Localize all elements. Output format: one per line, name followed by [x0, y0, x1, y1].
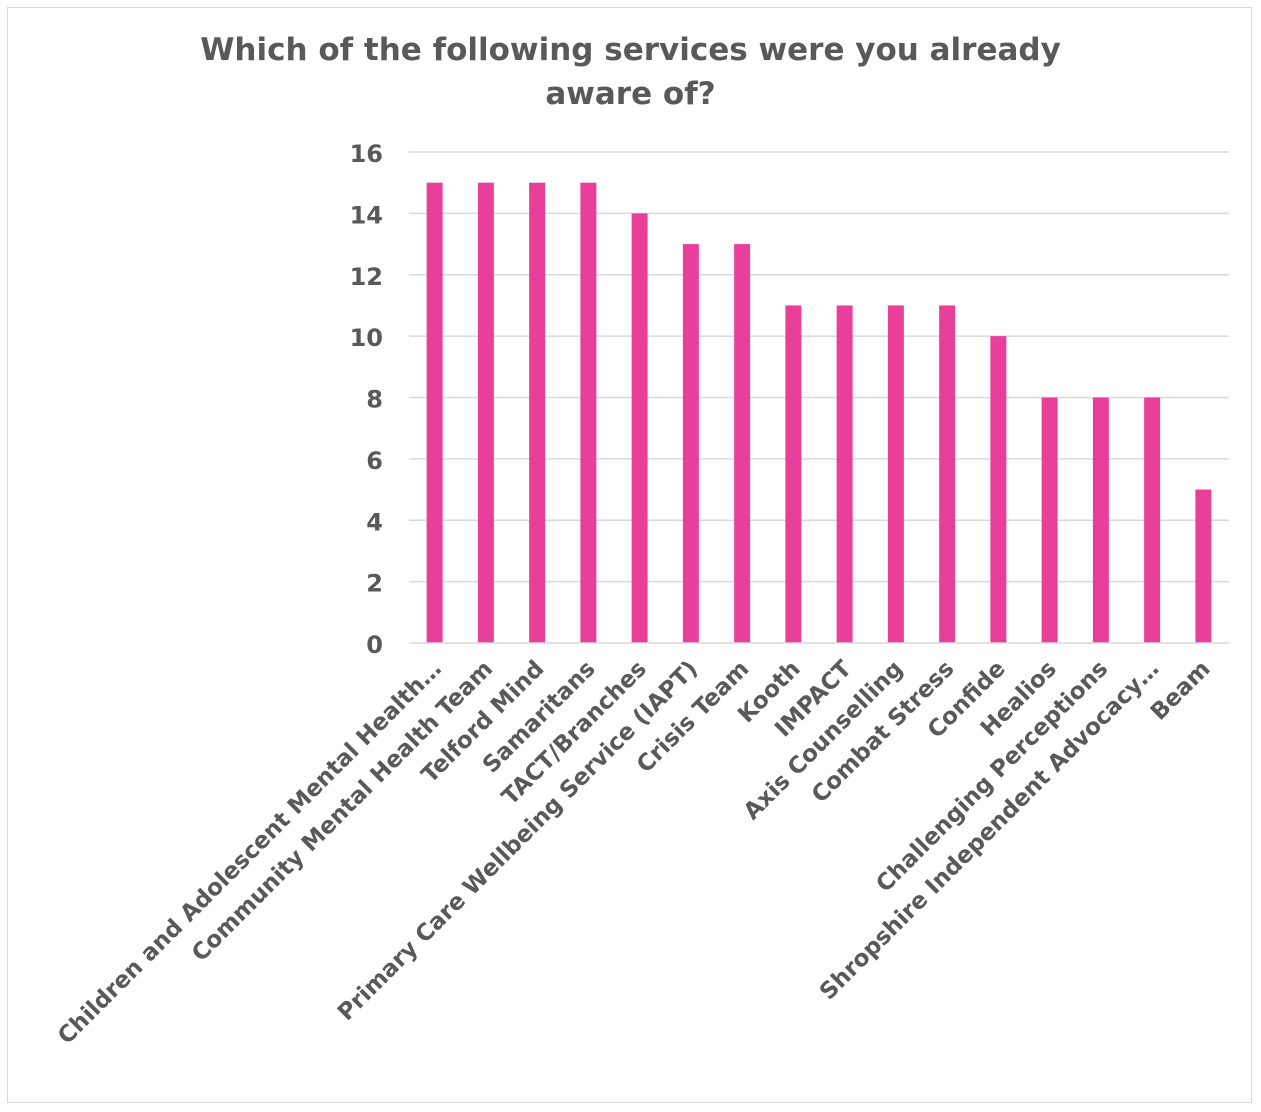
bar	[580, 182, 597, 643]
bar	[477, 182, 494, 643]
gridlines	[409, 151, 1229, 583]
bar	[682, 244, 699, 643]
y-tick-label: 10	[350, 324, 383, 352]
bar	[631, 213, 648, 643]
bar	[836, 305, 853, 643]
y-tick-label: 2	[366, 570, 383, 598]
bar	[785, 305, 802, 643]
bar	[1092, 397, 1109, 643]
chart-title-text: Which of the following services were you…	[200, 32, 1061, 112]
x-axis-category-labels: Children and Adolescent Mental Health…Co…	[53, 656, 1216, 1050]
bar	[1144, 397, 1161, 643]
y-tick-label: 16	[350, 140, 383, 168]
bars	[426, 182, 1212, 643]
bar	[529, 182, 546, 643]
y-tick-label: 8	[366, 386, 383, 414]
chart-title: Which of the following services were you…	[0, 28, 1261, 116]
y-tick-label: 6	[366, 447, 383, 475]
y-tick-label: 12	[350, 263, 383, 291]
bar	[1041, 397, 1058, 643]
bar	[1195, 489, 1212, 643]
y-tick-label: 0	[366, 631, 383, 659]
y-tick-label: 4	[366, 508, 383, 536]
y-axis-tick-labels: 0 2 4 6 8 10 12 14 16	[350, 140, 383, 659]
y-tick-label: 14	[350, 201, 383, 229]
bar	[426, 182, 443, 643]
bar	[939, 305, 956, 643]
bar	[734, 244, 751, 643]
bar	[887, 305, 904, 643]
x-category-label: Children and Adolescent Mental Health…	[53, 656, 447, 1050]
bar	[990, 336, 1007, 643]
